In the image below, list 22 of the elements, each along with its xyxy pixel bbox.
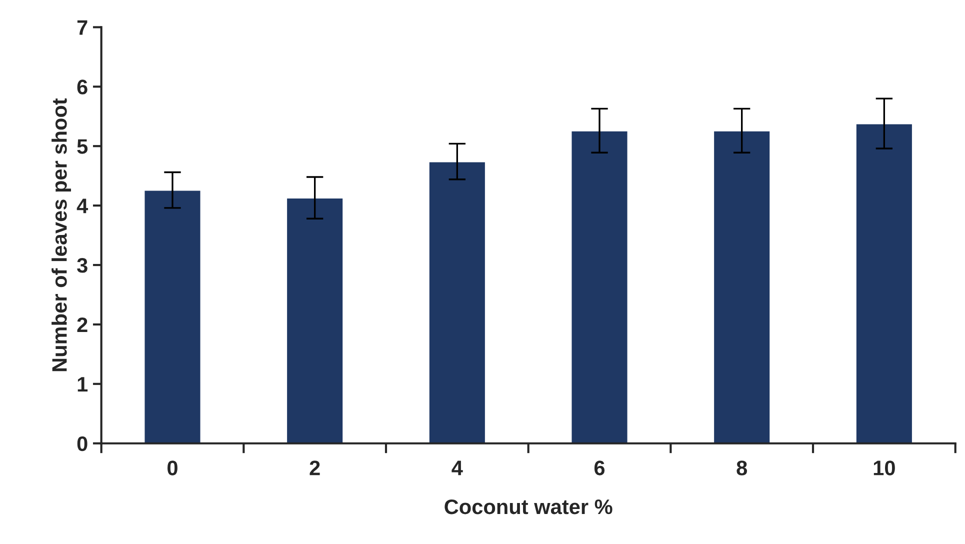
x-axis-title: Coconut water % [444, 499, 612, 514]
y-tick-label: 2 [77, 317, 88, 332]
y-tick-label: 6 [77, 80, 88, 94]
bar [712, 130, 772, 444]
x-tick-label: 4 [452, 460, 463, 476]
x-tick-label: 10 [874, 460, 895, 476]
y-tick-label: 4 [76, 198, 88, 214]
y-axis-title: Number of leaves per shoot [52, 98, 71, 372]
bar [428, 160, 486, 444]
bar [570, 130, 629, 444]
bar [855, 122, 914, 444]
y-tick-label: 3 [77, 258, 88, 273]
x-tick-label: 8 [736, 460, 747, 476]
y-tick-label: 1 [78, 377, 88, 392]
bar [286, 197, 344, 444]
y-tick-label: 5 [77, 139, 88, 154]
x-tick-label: 6 [594, 460, 605, 476]
y-tick-label: 0 [77, 436, 88, 452]
x-tick-label: 0 [168, 460, 178, 476]
bar [143, 189, 202, 444]
x-tick-label: 2 [310, 460, 320, 476]
y-tick-label: 7 [77, 20, 88, 35]
